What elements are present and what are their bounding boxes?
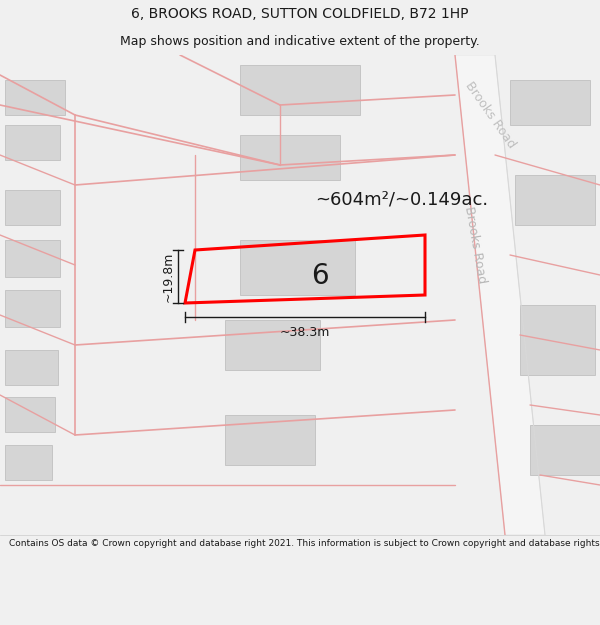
Text: 6: 6 — [311, 262, 329, 291]
Polygon shape — [240, 240, 355, 295]
Text: ~19.8m: ~19.8m — [161, 251, 175, 302]
Polygon shape — [515, 175, 595, 225]
Polygon shape — [5, 80, 65, 115]
Polygon shape — [510, 80, 590, 125]
Polygon shape — [240, 65, 360, 115]
Text: Map shows position and indicative extent of the property.: Map shows position and indicative extent… — [120, 35, 480, 48]
Polygon shape — [5, 397, 55, 432]
Text: Brooks Road: Brooks Road — [462, 206, 488, 284]
Polygon shape — [5, 290, 60, 327]
Text: Brooks Road: Brooks Road — [462, 79, 518, 151]
Text: 6, BROOKS ROAD, SUTTON COLDFIELD, B72 1HP: 6, BROOKS ROAD, SUTTON COLDFIELD, B72 1H… — [131, 7, 469, 21]
Text: ~604m²/~0.149ac.: ~604m²/~0.149ac. — [315, 191, 488, 209]
Polygon shape — [530, 425, 600, 475]
Polygon shape — [5, 125, 60, 160]
Polygon shape — [5, 445, 52, 480]
Text: Contains OS data © Crown copyright and database right 2021. This information is : Contains OS data © Crown copyright and d… — [9, 539, 600, 549]
Polygon shape — [225, 320, 320, 370]
Polygon shape — [225, 415, 315, 465]
Polygon shape — [5, 350, 58, 385]
Polygon shape — [520, 305, 595, 375]
Polygon shape — [5, 240, 60, 277]
Text: ~38.3m: ~38.3m — [280, 326, 330, 339]
Polygon shape — [5, 190, 60, 225]
Polygon shape — [240, 135, 340, 180]
Polygon shape — [455, 55, 545, 535]
